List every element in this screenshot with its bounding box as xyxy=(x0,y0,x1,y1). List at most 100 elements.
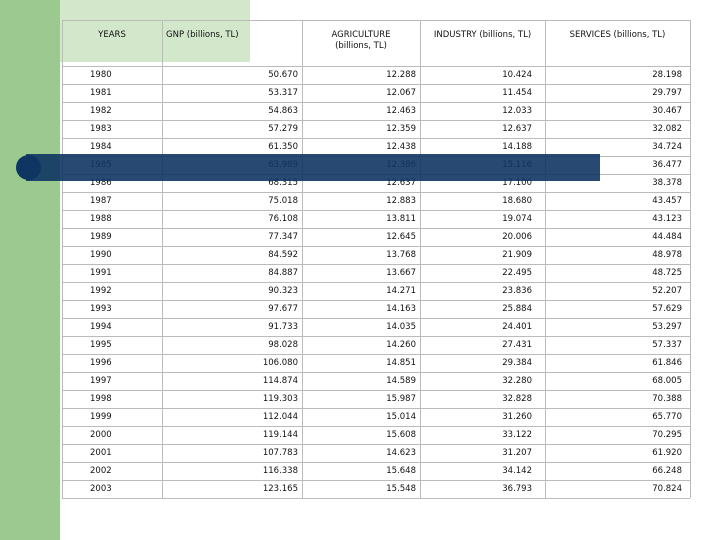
value-cell: 43.457 xyxy=(652,196,682,206)
value-cell: 11.454 xyxy=(502,88,532,98)
year-cell: 1980 xyxy=(90,70,112,80)
column-line xyxy=(420,20,421,498)
value-cell: 38.378 xyxy=(652,178,682,188)
value-cell: 61.350 xyxy=(268,142,298,152)
value-cell: 12.883 xyxy=(386,196,416,206)
value-cell: 116.338 xyxy=(262,466,298,476)
row-line xyxy=(62,192,690,193)
column-header: GNP (billions, TL) xyxy=(166,30,239,40)
value-cell: 12.033 xyxy=(502,106,532,116)
value-cell: 52.207 xyxy=(652,286,682,296)
value-cell: 14.851 xyxy=(386,358,416,368)
value-cell: 13.667 xyxy=(386,268,416,278)
column-header: INDUSTRY (billions, TL) xyxy=(433,30,532,40)
value-cell: 14.188 xyxy=(502,142,532,152)
year-cell: 1997 xyxy=(90,376,112,386)
year-cell: 1992 xyxy=(90,286,112,296)
value-cell: 76.108 xyxy=(268,214,298,224)
value-cell: 12.463 xyxy=(386,106,416,116)
value-cell: 84.887 xyxy=(268,268,298,278)
value-cell: 12.637 xyxy=(386,178,416,188)
row-line xyxy=(62,120,690,121)
row-line xyxy=(62,480,690,481)
column-line xyxy=(302,20,303,498)
value-cell: 31.260 xyxy=(502,412,532,422)
row-line xyxy=(62,84,690,85)
year-cell: 1991 xyxy=(90,268,112,278)
value-cell: 29.384 xyxy=(502,358,532,368)
value-cell: 13.768 xyxy=(386,250,416,260)
value-cell: 23.836 xyxy=(502,286,532,296)
value-cell: 15.548 xyxy=(386,484,416,494)
value-cell: 57.279 xyxy=(268,124,298,134)
value-cell: 97.677 xyxy=(268,304,298,314)
column-line xyxy=(690,20,691,498)
value-cell: 29.797 xyxy=(652,88,682,98)
value-cell: 77.347 xyxy=(268,232,298,242)
value-cell: 18.680 xyxy=(502,196,532,206)
value-cell: 12.645 xyxy=(386,232,416,242)
value-cell: 106.080 xyxy=(262,358,298,368)
green-block xyxy=(60,0,250,62)
row-line xyxy=(62,138,690,139)
value-cell: 10.424 xyxy=(502,70,532,80)
row-line xyxy=(62,66,690,67)
year-cell: 1984 xyxy=(90,142,112,152)
row-line xyxy=(62,318,690,319)
value-cell: 19.074 xyxy=(502,214,532,224)
value-cell: 14.163 xyxy=(386,304,416,314)
value-cell: 27.431 xyxy=(502,340,532,350)
value-cell: 15.987 xyxy=(386,394,416,404)
value-cell: 24.401 xyxy=(502,322,532,332)
value-cell: 14.035 xyxy=(386,322,416,332)
value-cell: 70.388 xyxy=(652,394,682,404)
year-cell: 1990 xyxy=(90,250,112,260)
value-cell: 53.317 xyxy=(268,88,298,98)
value-cell: 20.006 xyxy=(502,232,532,242)
row-line xyxy=(62,498,690,499)
value-cell: 15.648 xyxy=(386,466,416,476)
value-cell: 75.018 xyxy=(268,196,298,206)
year-cell: 1986 xyxy=(90,178,112,188)
value-cell: 28.198 xyxy=(652,70,682,80)
value-cell: 30.467 xyxy=(652,106,682,116)
value-cell: 12.637 xyxy=(502,124,532,134)
row-line xyxy=(62,20,690,21)
row-line xyxy=(62,354,690,355)
value-cell: 68.005 xyxy=(652,376,682,386)
row-line xyxy=(62,408,690,409)
highlight-bar xyxy=(26,154,600,181)
value-cell: 12.067 xyxy=(386,88,416,98)
row-line xyxy=(62,444,690,445)
year-cell: 1999 xyxy=(90,412,112,422)
row-line xyxy=(62,336,690,337)
year-cell: 1995 xyxy=(90,340,112,350)
value-cell: 14.589 xyxy=(386,376,416,386)
value-cell: 36.793 xyxy=(502,484,532,494)
value-cell: 34.142 xyxy=(502,466,532,476)
value-cell: 90.323 xyxy=(268,286,298,296)
row-line xyxy=(62,210,690,211)
value-cell: 48.978 xyxy=(652,250,682,260)
row-line xyxy=(62,102,690,103)
value-cell: 36.477 xyxy=(652,160,682,170)
row-line xyxy=(62,282,690,283)
column-line xyxy=(62,20,63,498)
column-header: YEARS xyxy=(98,30,126,40)
value-cell: 15.608 xyxy=(386,430,416,440)
value-cell: 61.846 xyxy=(652,358,682,368)
row-line xyxy=(62,300,690,301)
value-cell: 107.783 xyxy=(262,448,298,458)
row-line xyxy=(62,264,690,265)
value-cell: 14.623 xyxy=(386,448,416,458)
value-cell: 61.920 xyxy=(652,448,682,458)
value-cell: 12.359 xyxy=(386,124,416,134)
highlight-dot xyxy=(16,155,41,180)
value-cell: 119.144 xyxy=(262,430,298,440)
year-cell: 1981 xyxy=(90,88,112,98)
column-line xyxy=(545,20,546,498)
value-cell: 50.670 xyxy=(268,70,298,80)
value-cell: 66.248 xyxy=(652,466,682,476)
row-line xyxy=(62,228,690,229)
